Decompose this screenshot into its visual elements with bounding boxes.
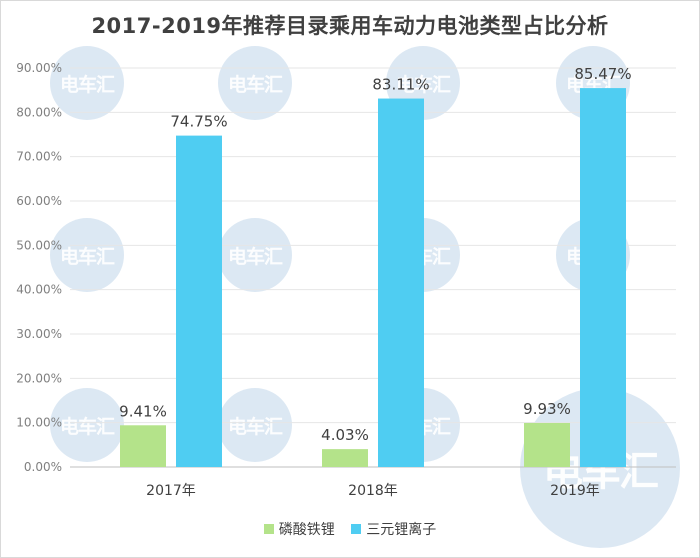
watermark-logo: 电车汇 <box>50 46 124 120</box>
bar-lfp <box>524 422 570 467</box>
y-tick-label: 90.00% <box>16 61 62 75</box>
y-axis: 0.00% 10.00% 20.00% 30.00% 40.00% 50.00% 60.00… <box>16 61 62 474</box>
legend-item-ternary: 三元锂离子 <box>351 519 436 539</box>
y-tick-label: 30.00% <box>16 327 62 341</box>
y-tick-label: 20.00% <box>16 371 62 385</box>
legend-swatch-ternary <box>351 524 362 534</box>
legend-label-lfp: 磷酸铁锂 <box>278 522 335 538</box>
y-tick-label: 0.00% <box>24 460 62 474</box>
bar-lfp <box>120 425 166 467</box>
watermark-logo: 电车汇 <box>218 46 292 120</box>
y-tick-label: 10.00% <box>16 416 62 430</box>
y-tick-label: 40.00% <box>16 283 62 297</box>
x-tick-label: 2018年 <box>348 483 398 499</box>
legend-swatch-lfp <box>263 524 274 534</box>
x-axis: 2017年 2018年 2019年 <box>146 483 600 499</box>
chart-title: 2017-2019年推荐目录乘用车动力电池类型占比分析 <box>91 14 609 38</box>
watermark-logo: 电车汇 <box>218 388 292 462</box>
data-label: 9.93% <box>523 400 571 418</box>
data-label: 83.11% <box>372 76 429 94</box>
legend-item-lfp: 磷酸铁锂 <box>263 519 335 539</box>
watermark-logo: 电车汇 <box>50 218 124 292</box>
data-label: 85.47% <box>574 65 631 83</box>
legend-label-ternary: 三元锂离子 <box>366 522 437 538</box>
bar-ternary <box>580 88 626 467</box>
watermark-logo: 电车汇 <box>218 218 292 292</box>
bar-ternary <box>176 135 222 467</box>
y-tick-label: 60.00% <box>16 194 62 208</box>
y-tick-label: 70.00% <box>16 150 62 164</box>
y-tick-label: 50.00% <box>16 238 62 252</box>
x-tick-label: 2017年 <box>146 483 196 499</box>
data-label: 74.75% <box>170 113 227 131</box>
bars: 9.41% 74.75% 4.03% 83.11% 9.93% 85.47% <box>119 65 632 468</box>
y-tick-label: 80.00% <box>16 105 62 119</box>
data-label: 9.41% <box>119 402 167 420</box>
gridlines <box>70 67 676 468</box>
x-tick-label: 2019年 <box>550 483 600 499</box>
bar-ternary <box>378 98 424 468</box>
legend: 磷酸铁锂 三元锂离子 <box>0 519 700 539</box>
watermark-logo: 电车汇 <box>50 388 124 462</box>
data-label: 4.03% <box>321 426 369 444</box>
bar-lfp <box>322 449 368 467</box>
